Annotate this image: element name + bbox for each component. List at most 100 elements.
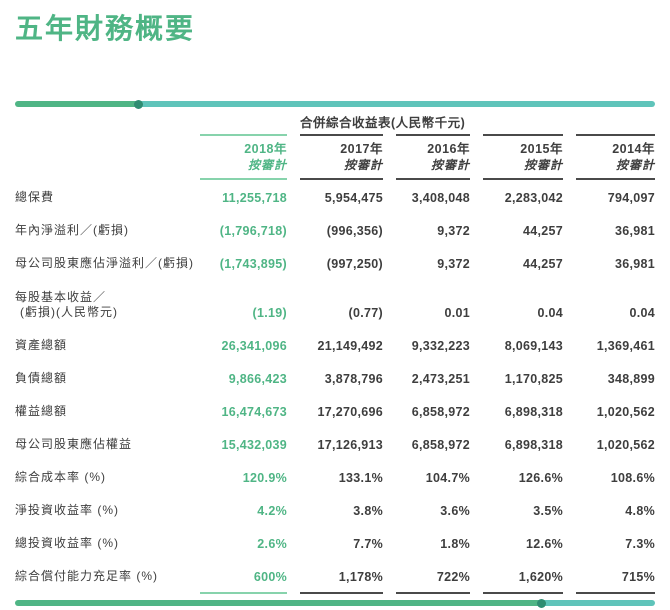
table-row: 綜合成本率 (%) 120.9% 133.1% 104.7% 126.6% 108.6% bbox=[15, 460, 655, 493]
cell-value: 36,981 bbox=[614, 256, 655, 271]
table-row: 淨投資收益率 (%) 4.2% 3.8% 3.6% 3.5% 4.8% bbox=[15, 493, 655, 526]
column-top-rule bbox=[483, 133, 563, 136]
cell-value: 6,858,972 bbox=[411, 437, 470, 452]
cell-value: 3.5% bbox=[533, 503, 563, 518]
cell-value: 17,270,696 bbox=[317, 404, 383, 419]
cell-value: 2.6% bbox=[257, 536, 287, 551]
cell-value: 12.6% bbox=[526, 536, 563, 551]
cell-value: 104.7% bbox=[425, 470, 470, 485]
table-body: 總保費 11,255,718 5,954,475 3,408,048 2,283,042… bbox=[15, 180, 655, 592]
cell-value: 9,372 bbox=[437, 256, 470, 271]
cell-value: 4.8% bbox=[625, 503, 655, 518]
table-footer-rules bbox=[15, 591, 655, 594]
column-top-rule bbox=[300, 133, 383, 136]
cell-value: 6,898,318 bbox=[504, 404, 563, 419]
column-audited-label: 按審計 bbox=[430, 157, 470, 172]
cell-value: 3.6% bbox=[440, 503, 470, 518]
cell-value: 36,981 bbox=[614, 223, 655, 238]
column-closing-rule bbox=[483, 591, 563, 594]
cell-value: 0.04 bbox=[629, 305, 655, 320]
row-label: 總投資收益率 (%) bbox=[15, 535, 119, 550]
column-year-label: 2015年 bbox=[520, 141, 563, 156]
footer-label-spacer bbox=[15, 592, 187, 594]
column-year-label: 2014年 bbox=[612, 141, 655, 156]
column-header: 2017年 按審計 bbox=[287, 133, 383, 180]
cell-value: 3,878,796 bbox=[324, 371, 383, 386]
row-label: 年內淨溢利／(虧損) bbox=[15, 222, 129, 237]
cell-value: 17,126,913 bbox=[317, 437, 383, 452]
cell-value: 600% bbox=[253, 569, 287, 584]
column-closing-rule bbox=[200, 591, 287, 594]
cell-value: 16,474,673 bbox=[221, 404, 287, 419]
row-label: 總保費 bbox=[15, 189, 55, 204]
table-row: 資產總額 26,341,096 21,149,492 9,332,223 8,069,1… bbox=[15, 328, 655, 361]
table-header-row: 2018年 按審計 2017年 按審計 2016年 按審計 2015年 按審計 2014年 按審計 bbox=[15, 133, 655, 180]
five-year-summary-table: 合併綜合收益表(人民幣千元) 2018年 按審計 2017年 按審計 2016年 按審計 2… bbox=[15, 115, 655, 594]
cell-value: 1,020,562 bbox=[596, 437, 655, 452]
cell-value: 2,283,042 bbox=[504, 190, 563, 205]
cell-value: 3,408,048 bbox=[411, 190, 470, 205]
row-label: 綜合償付能力充足率 (%) bbox=[15, 568, 158, 583]
column-top-rule bbox=[200, 133, 287, 136]
cell-value: 0.04 bbox=[537, 305, 563, 320]
column-year-label: 2016年 bbox=[427, 141, 470, 156]
cell-value: 9,866,423 bbox=[228, 371, 287, 386]
footer-rule-cell bbox=[287, 591, 383, 594]
table-row: 總保費 11,255,718 5,954,475 3,408,048 2,283,042… bbox=[15, 180, 655, 213]
table-row: 綜合償付能力充足率 (%) 600% 1,178% 722% 1,620% 715% bbox=[15, 559, 655, 592]
column-bottom-rule bbox=[396, 177, 470, 180]
cell-value: 2,473,251 bbox=[411, 371, 470, 386]
column-audited-label: 按審計 bbox=[523, 157, 563, 172]
cell-value: 715% bbox=[621, 569, 655, 584]
row-label: 淨投資收益率 (%) bbox=[15, 502, 119, 517]
divider-teal-segment bbox=[544, 600, 655, 607]
cell-value: 6,898,318 bbox=[504, 437, 563, 452]
cell-value: 1,170,825 bbox=[504, 371, 563, 386]
cell-value: 9,332,223 bbox=[411, 338, 470, 353]
column-bottom-rule bbox=[200, 177, 287, 180]
column-closing-rule bbox=[396, 591, 470, 594]
cell-value: 21,149,492 bbox=[317, 338, 383, 353]
divider-dot bbox=[134, 99, 143, 109]
cell-value: (1.19) bbox=[252, 305, 287, 320]
row-label: 權益總額 bbox=[15, 403, 68, 418]
top-divider-bar bbox=[15, 99, 655, 109]
cell-value: 1,178% bbox=[338, 569, 383, 584]
divider-green-segment bbox=[15, 600, 539, 607]
column-top-rule bbox=[576, 133, 655, 136]
cell-value: (0.77) bbox=[348, 305, 383, 320]
column-bottom-rule bbox=[483, 177, 563, 180]
page-title: 五年財務概要 bbox=[15, 13, 196, 44]
cell-value: 794,097 bbox=[607, 190, 655, 205]
column-audited-label: 按審計 bbox=[247, 157, 287, 172]
cell-value: (996,356) bbox=[326, 223, 383, 238]
footer-rule-cell bbox=[383, 591, 470, 594]
cell-value: 722% bbox=[436, 569, 470, 584]
column-header: 2014年 按審計 bbox=[563, 133, 655, 180]
bottom-divider-bar bbox=[15, 598, 655, 608]
cell-value: 9,372 bbox=[437, 223, 470, 238]
column-top-rule bbox=[396, 133, 470, 136]
cell-value: 8,069,143 bbox=[504, 338, 563, 353]
divider-teal-segment bbox=[141, 101, 655, 108]
cell-value: 1,020,562 bbox=[596, 404, 655, 419]
footer-rule-cell bbox=[187, 591, 287, 594]
column-year-label: 2017年 bbox=[340, 141, 383, 156]
cell-value: 44,257 bbox=[522, 223, 563, 238]
row-label: 負債總額 bbox=[15, 370, 68, 385]
column-audited-label: 按審計 bbox=[615, 157, 655, 172]
row-label-line2: (虧損)(人民幣元) bbox=[20, 304, 118, 319]
table-row: 母公司股東應佔權益 15,432,039 17,126,913 6,858,972 6,… bbox=[15, 427, 655, 460]
column-header: 2015年 按審計 bbox=[470, 133, 563, 180]
cell-value: 4.2% bbox=[257, 503, 287, 518]
table-spanning-header: 合併綜合收益表(人民幣千元) bbox=[300, 115, 466, 130]
row-label: 每股基本收益／ (虧損)(人民幣元) bbox=[15, 290, 187, 320]
row-label: 母公司股東應佔權益 bbox=[15, 436, 133, 451]
cell-value: 7.7% bbox=[353, 536, 383, 551]
table-row: 年內淨溢利／(虧損) (1,796,718) (996,356) 9,372 44,25… bbox=[15, 213, 655, 246]
table-row: 每股基本收益／ (虧損)(人民幣元) (1.19) (0.77) 0.01 0.04 0.0… bbox=[15, 279, 655, 328]
cell-value: 44,257 bbox=[522, 256, 563, 271]
table-row: 負債總額 9,866,423 3,878,796 2,473,251 1,170,825… bbox=[15, 361, 655, 394]
cell-value: 1,369,461 bbox=[596, 338, 655, 353]
column-bottom-rule bbox=[300, 177, 383, 180]
